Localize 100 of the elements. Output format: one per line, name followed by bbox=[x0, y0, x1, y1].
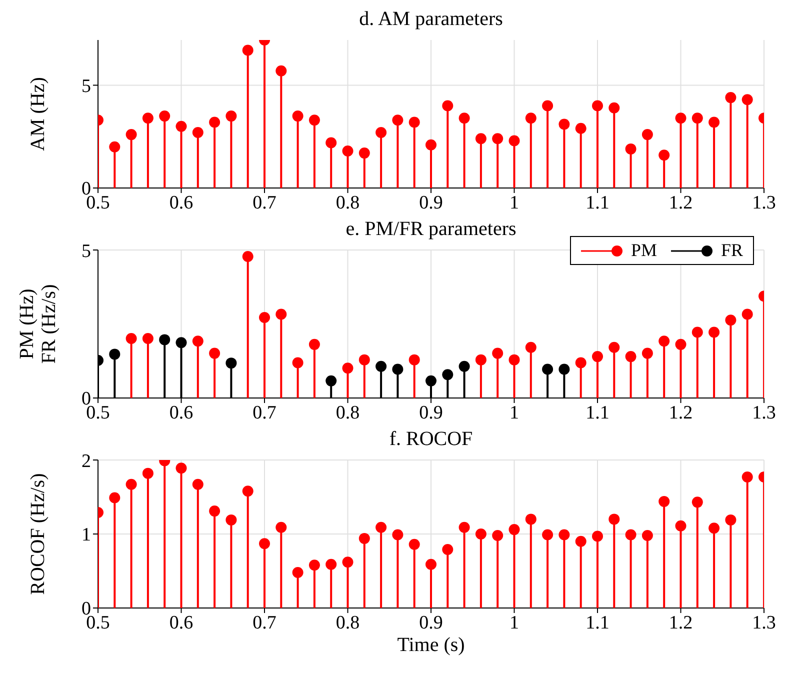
point bbox=[292, 110, 304, 122]
point bbox=[525, 342, 536, 353]
x-tick-label: 0.9 bbox=[419, 612, 443, 634]
x-tick-label: 1.3 bbox=[752, 192, 776, 214]
point bbox=[192, 478, 204, 490]
x-tick-label: 1.2 bbox=[668, 612, 693, 634]
point bbox=[242, 44, 254, 56]
x-tick-label: 0.6 bbox=[169, 402, 194, 424]
point bbox=[308, 338, 320, 350]
point bbox=[392, 364, 404, 375]
point bbox=[226, 358, 237, 369]
y-axis-title: ROCOF (Hz/s) bbox=[27, 473, 49, 595]
point bbox=[142, 333, 154, 344]
point bbox=[725, 514, 736, 526]
point bbox=[558, 364, 570, 375]
y-tick-label: 1 bbox=[82, 524, 91, 546]
x-tick-label: 0.9 bbox=[419, 402, 443, 424]
point bbox=[575, 357, 586, 368]
x-tick-label: 1 bbox=[510, 192, 519, 214]
point bbox=[392, 529, 404, 540]
point bbox=[292, 566, 304, 578]
point bbox=[376, 522, 387, 533]
x-tick-label: 1.1 bbox=[586, 402, 610, 424]
x-axis-title: Time (s) bbox=[396, 634, 466, 657]
point bbox=[159, 334, 170, 346]
point bbox=[442, 100, 454, 112]
point bbox=[642, 530, 653, 541]
y-axis-title: AM (Hz) bbox=[27, 77, 49, 151]
point bbox=[442, 369, 454, 380]
y-axis-title: PM (Hz) FR (Hz/s) bbox=[16, 284, 60, 364]
point bbox=[492, 133, 504, 144]
legend-label: PM bbox=[630, 240, 657, 261]
point bbox=[458, 360, 470, 372]
point bbox=[508, 354, 520, 366]
x-tick-label: 1.2 bbox=[668, 192, 693, 214]
point bbox=[259, 312, 270, 323]
point bbox=[292, 357, 304, 368]
x-tick-label: 1 bbox=[510, 612, 519, 634]
point bbox=[458, 112, 470, 124]
point bbox=[492, 348, 504, 359]
point bbox=[126, 129, 137, 140]
point bbox=[675, 338, 686, 350]
y-tick-label: 5 bbox=[82, 76, 91, 97]
point bbox=[492, 530, 504, 541]
point bbox=[426, 139, 436, 150]
point bbox=[358, 148, 370, 159]
point bbox=[342, 556, 354, 568]
chart-title: e. PM/FR parameters bbox=[346, 218, 516, 240]
point bbox=[142, 112, 154, 124]
point bbox=[376, 360, 387, 372]
x-tick-label: 1 bbox=[510, 402, 519, 424]
x-tick-label: 0.8 bbox=[336, 402, 360, 424]
point bbox=[226, 514, 237, 526]
x-tick-label: 0.7 bbox=[252, 192, 276, 214]
y-tick-label: 5 bbox=[82, 240, 91, 262]
x-tick-label: 1.1 bbox=[586, 612, 610, 634]
x-tick-label: 0.7 bbox=[252, 612, 276, 634]
point bbox=[308, 114, 320, 126]
point bbox=[608, 342, 620, 353]
point bbox=[608, 102, 620, 114]
point bbox=[308, 560, 320, 571]
point bbox=[542, 100, 554, 112]
point bbox=[408, 354, 420, 366]
point bbox=[675, 112, 686, 124]
point bbox=[159, 110, 170, 122]
point bbox=[742, 472, 753, 483]
point bbox=[558, 529, 570, 540]
point bbox=[276, 522, 287, 533]
point bbox=[109, 141, 120, 152]
point bbox=[442, 544, 454, 556]
point bbox=[508, 135, 520, 146]
point bbox=[426, 375, 436, 386]
point bbox=[692, 496, 703, 508]
point bbox=[326, 137, 337, 148]
point bbox=[358, 354, 370, 366]
point bbox=[326, 558, 337, 570]
point bbox=[209, 348, 220, 359]
point bbox=[542, 529, 554, 540]
point bbox=[326, 375, 337, 386]
x-tick-label: 1.3 bbox=[752, 612, 776, 634]
point bbox=[692, 326, 703, 338]
point bbox=[508, 524, 520, 536]
chart-title: d. AM parameters bbox=[358, 8, 504, 32]
point bbox=[109, 492, 120, 504]
y-tick-label: 2 bbox=[82, 450, 91, 472]
point bbox=[192, 336, 204, 347]
point bbox=[176, 120, 187, 132]
point bbox=[642, 129, 653, 140]
point bbox=[358, 532, 370, 544]
point bbox=[625, 143, 636, 154]
chart-title: f. ROCOF bbox=[388, 428, 474, 452]
point bbox=[742, 308, 753, 320]
x-tick-label: 0.9 bbox=[419, 192, 443, 214]
point bbox=[408, 116, 420, 128]
point bbox=[708, 326, 720, 338]
point bbox=[276, 308, 287, 320]
point bbox=[126, 333, 137, 344]
point bbox=[525, 514, 536, 525]
point bbox=[226, 110, 237, 122]
x-tick-label: 0.8 bbox=[336, 192, 360, 214]
